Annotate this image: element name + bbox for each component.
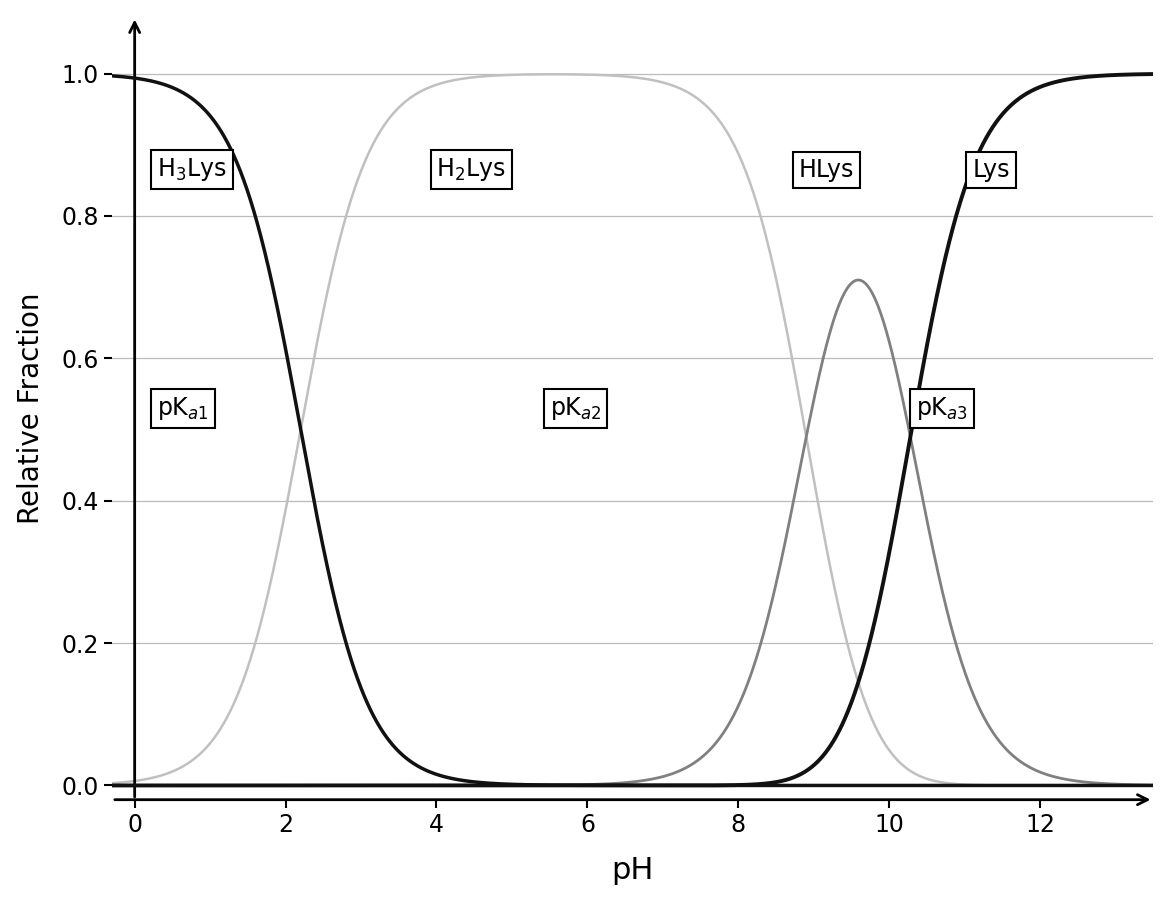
Text: pK$_{a1}$: pK$_{a1}$ — [157, 395, 209, 421]
Text: pK$_{a2}$: pK$_{a2}$ — [550, 395, 601, 421]
Text: H$_2$Lys: H$_2$Lys — [436, 156, 507, 183]
Text: pK$_{a3}$: pK$_{a3}$ — [916, 395, 968, 421]
X-axis label: pH: pH — [612, 856, 654, 886]
Text: Lys: Lys — [972, 158, 1010, 181]
Text: HLys: HLys — [799, 158, 854, 181]
Text: H$_3$Lys: H$_3$Lys — [157, 156, 227, 183]
Y-axis label: Relative Fraction: Relative Fraction — [16, 292, 44, 524]
